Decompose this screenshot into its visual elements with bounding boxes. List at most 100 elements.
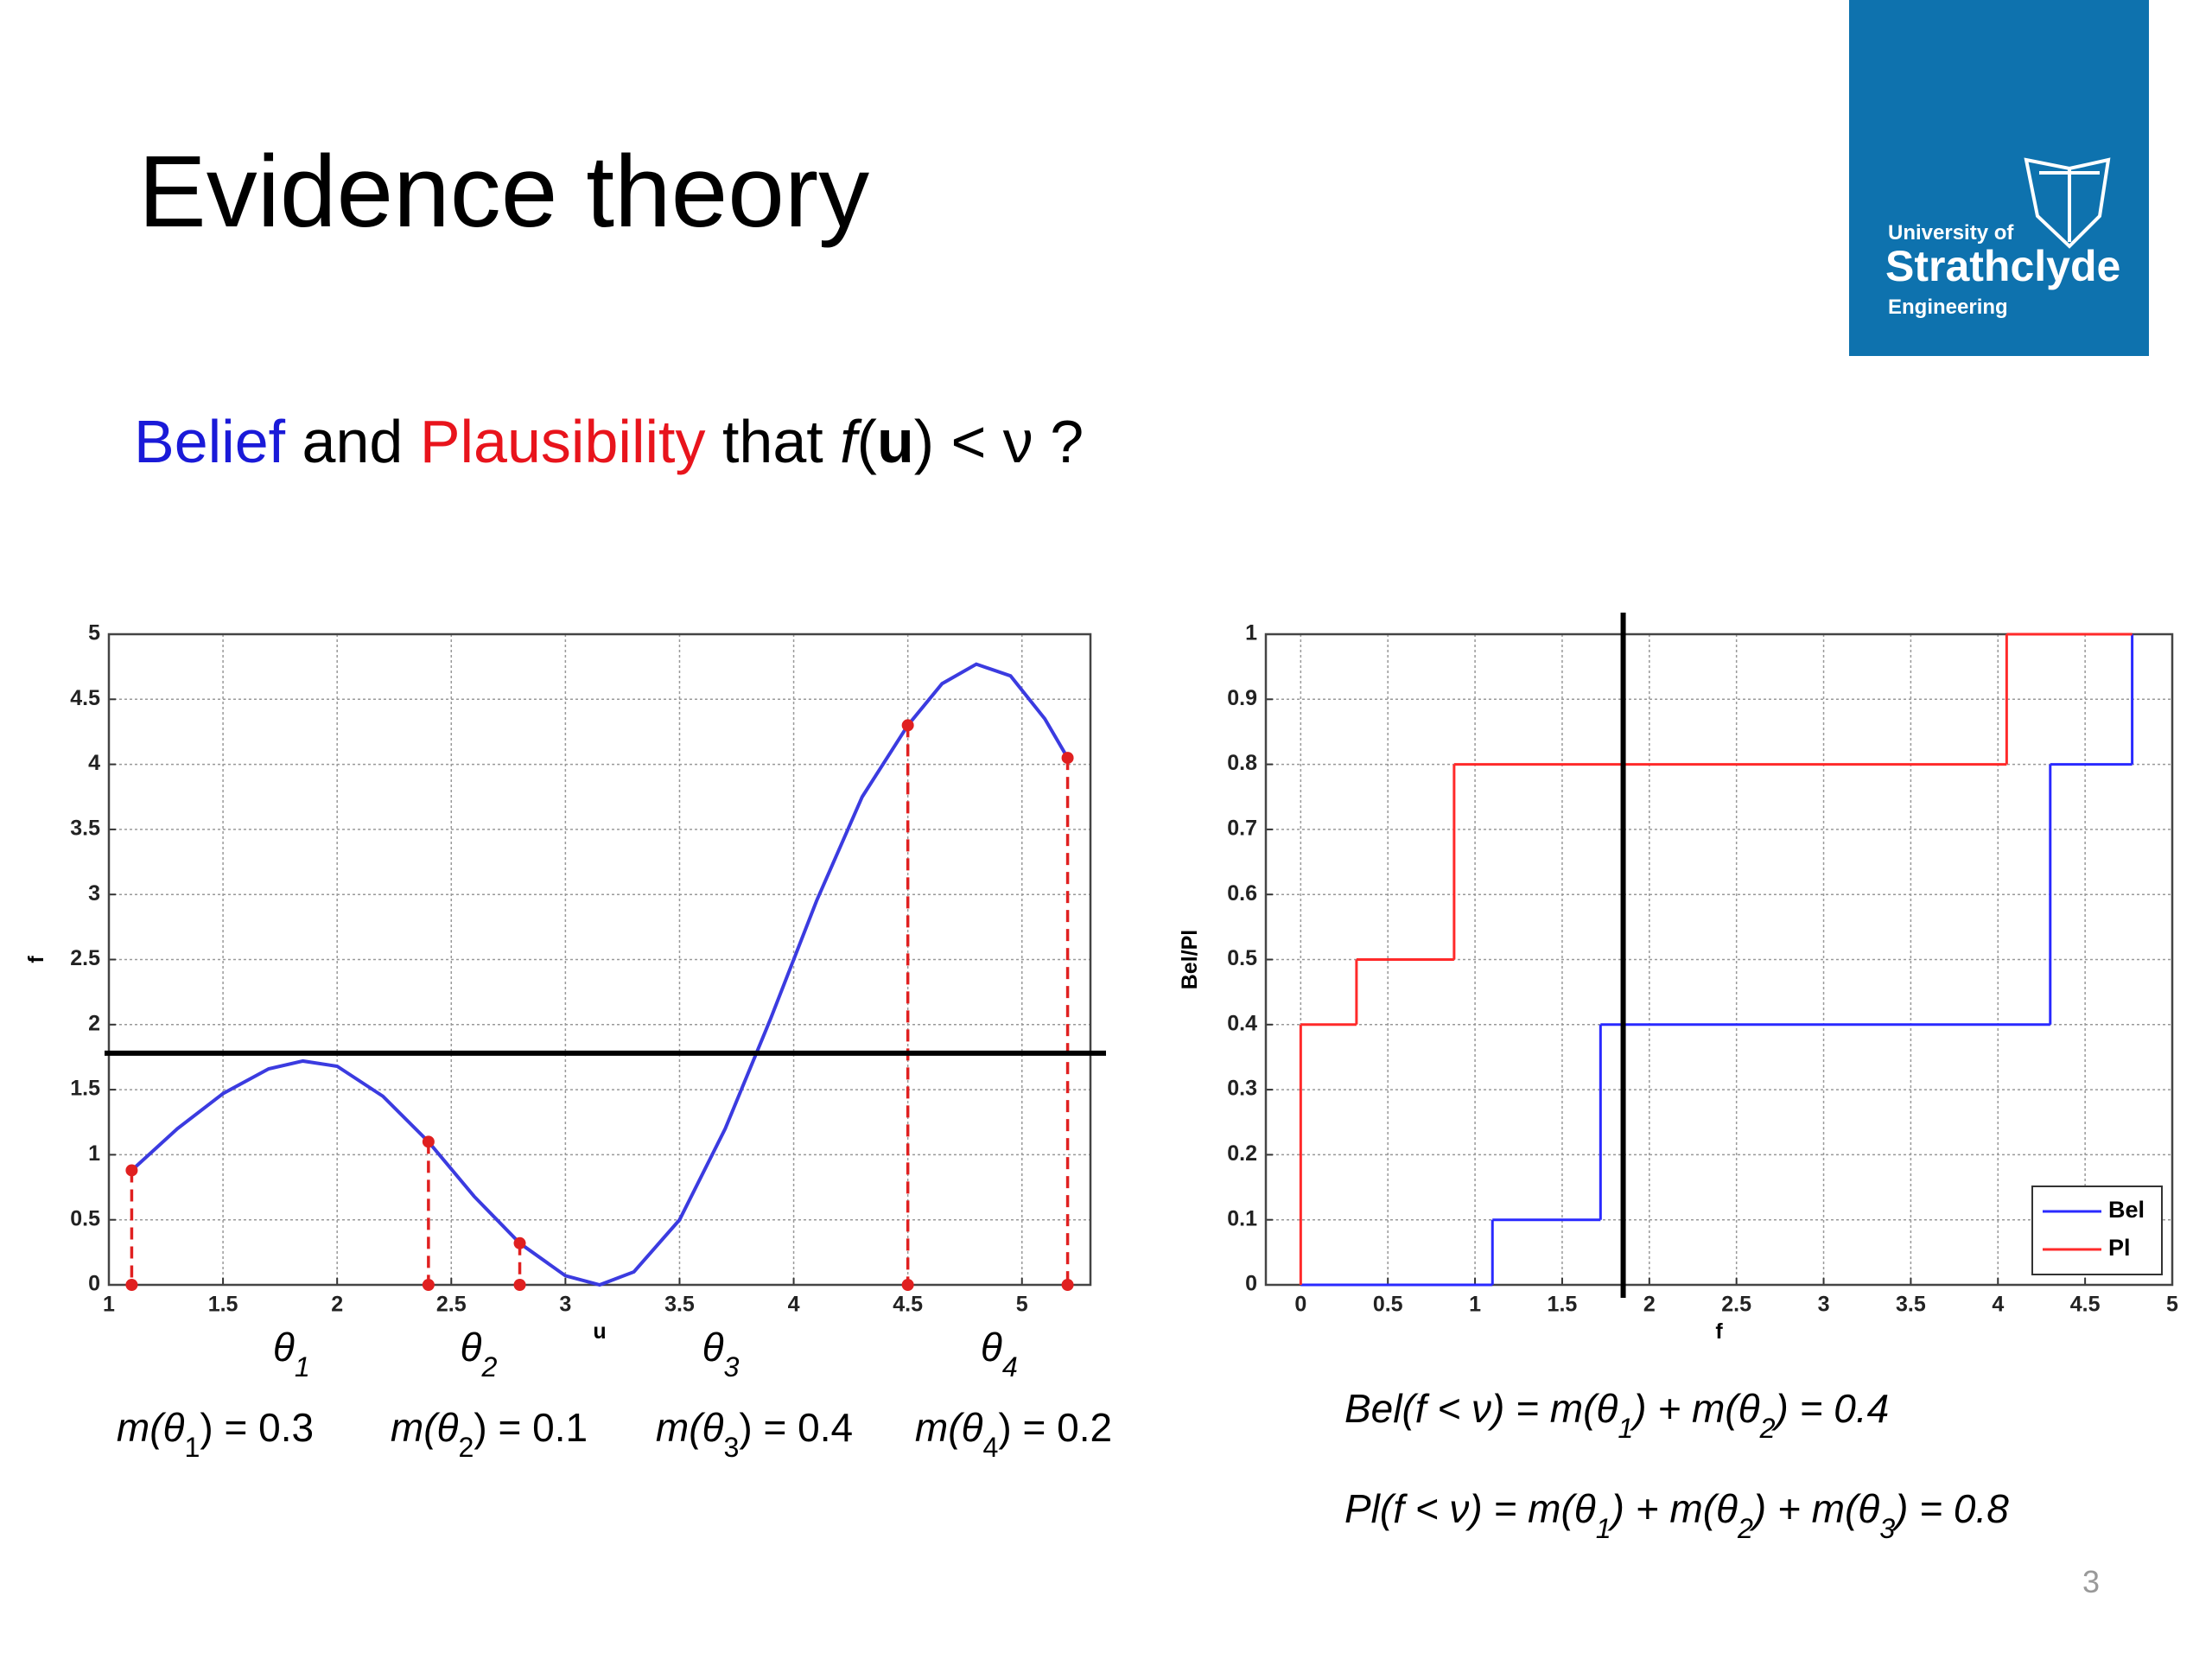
x-tick-label: 1.5 [1548, 1293, 1578, 1317]
formula: θ4 [981, 1325, 1018, 1382]
y-tick-label: 3 [88, 881, 100, 906]
y-tick-label: 0 [88, 1272, 100, 1296]
text-part: ) + m(θ [1629, 1386, 1759, 1431]
point [901, 719, 914, 732]
y-tick-label: 0.9 [1227, 686, 1257, 710]
logo-text: Strathclyde [1885, 242, 2120, 290]
subscript: 4 [1002, 1351, 1018, 1382]
x-tick-label: 2 [331, 1293, 343, 1317]
text-part: ) = 0.4 [739, 1405, 853, 1450]
subscript: 1 [1618, 1413, 1633, 1444]
text-part: ) = 0.1 [474, 1405, 588, 1450]
subtitle-part: ) < ν ? [914, 408, 1084, 475]
y-tick-label: 0.7 [1227, 817, 1257, 841]
x-tick-label: 1.5 [208, 1293, 238, 1317]
y-tick-label: 3.5 [70, 817, 100, 841]
legend-label: Bel [2108, 1197, 2145, 1223]
y-tick-label: 0.8 [1227, 751, 1257, 775]
x-tick-label: 2.5 [436, 1293, 467, 1317]
subscript: 1 [295, 1351, 310, 1382]
logo-text: Engineering [1888, 296, 2008, 319]
subtitle-part: u [877, 408, 914, 475]
legend-label: Pl [2108, 1235, 2131, 1261]
x-axis-label: u [593, 1319, 606, 1344]
x-tick-label: 4 [788, 1293, 800, 1317]
text-part: θ [273, 1325, 295, 1370]
text-part: m(θ [656, 1405, 724, 1450]
subtitle-part: Plausibility [420, 408, 706, 475]
plot-area [109, 634, 1090, 1285]
subscript: 1 [184, 1432, 200, 1463]
drop-base [513, 1279, 526, 1291]
logo-crest [2024, 157, 2111, 249]
x-tick-label: 5 [2166, 1293, 2178, 1317]
x-tick-label: 1 [103, 1293, 115, 1317]
x-tick-label: 1 [1469, 1293, 1481, 1317]
text-part: ) = 0.2 [998, 1405, 1112, 1450]
y-tick-label: 4.5 [70, 686, 100, 710]
x-tick-label: 4.5 [2070, 1293, 2101, 1317]
drop-base [125, 1279, 138, 1291]
x-tick-label: 4 [1992, 1293, 2004, 1317]
page-number: 3 [2082, 1564, 2100, 1599]
text-part: Bel(f < ν) = m(θ [1344, 1386, 1618, 1431]
formula: θ3 [702, 1325, 740, 1382]
subtitle-part: ( [857, 408, 877, 475]
y-tick-label: 0.1 [1227, 1206, 1257, 1230]
formula: Bel(f < ν) = m(θ1) + m(θ2) = 0.4 [1344, 1386, 1889, 1444]
plot-frame [1264, 632, 2174, 1287]
y-tick-label: 4 [88, 751, 100, 775]
x-tick-label: 3.5 [664, 1293, 695, 1317]
text-part: m(θ [391, 1405, 459, 1450]
y-tick-label: 1.5 [70, 1077, 100, 1101]
subtitle-part: that [706, 408, 841, 475]
curve [130, 662, 1070, 1287]
x-axis-label: f [1715, 1319, 1723, 1344]
y-tick-label: 1 [88, 1141, 100, 1166]
text-part: θ [702, 1325, 724, 1370]
logo-box [1849, 0, 2149, 356]
y-tick-label: 2 [88, 1011, 100, 1035]
x-tick-label: 0 [1294, 1293, 1306, 1317]
y-tick-label: 0.2 [1227, 1141, 1257, 1166]
subscript: 3 [723, 1432, 739, 1463]
y-tick-label: 0.3 [1227, 1077, 1257, 1101]
x-tick-label: 3.5 [1896, 1293, 1926, 1317]
formula: θ2 [461, 1325, 498, 1382]
y-axis-label: f [24, 956, 48, 963]
subscript: 2 [458, 1432, 474, 1463]
subscript: 3 [724, 1351, 740, 1382]
legend-box [2031, 1185, 2163, 1275]
formula: m(θ3) = 0.4 [656, 1405, 853, 1463]
formula: m(θ2) = 0.1 [391, 1405, 588, 1463]
point [125, 1164, 138, 1177]
text-part: ) + m(θ [1749, 1486, 1879, 1531]
text-part: ) = 0.8 [1891, 1486, 2009, 1531]
formula: m(θ4) = 0.2 [915, 1405, 1112, 1463]
text-part: m(θ [915, 1405, 983, 1450]
formula: Pl(f < ν) = m(θ1) + m(θ2) + m(θ3) = 0.8 [1344, 1486, 2009, 1544]
formula: m(θ1) = 0.3 [117, 1405, 314, 1463]
y-axis-label: Bel/Pl [1178, 930, 1202, 989]
subscript: 1 [1596, 1513, 1611, 1544]
subtitle: Belief and Plausibility that f(u) < ν ? [134, 408, 1084, 475]
subscript: 2 [1737, 1513, 1753, 1544]
drop-base [1061, 1279, 1074, 1291]
y-tick-label: 0.5 [1227, 946, 1257, 970]
x-tick-label: 2.5 [1721, 1293, 1751, 1317]
logo-text: University of [1888, 221, 2014, 245]
text-part: θ [461, 1325, 482, 1370]
y-tick-label: 2.5 [70, 946, 100, 970]
subscript: 2 [1759, 1413, 1776, 1444]
subscript: 3 [1879, 1513, 1895, 1544]
point [1061, 752, 1074, 765]
y-tick-label: 0 [1245, 1272, 1257, 1296]
text-part: θ [981, 1325, 1002, 1370]
point [422, 1135, 435, 1148]
x-tick-label: 4.5 [893, 1293, 923, 1317]
text-part: m(θ [117, 1405, 185, 1450]
text-part: ) = 0.3 [200, 1405, 314, 1450]
y-tick-label: 0.6 [1227, 881, 1257, 906]
subscript: 4 [982, 1432, 998, 1463]
